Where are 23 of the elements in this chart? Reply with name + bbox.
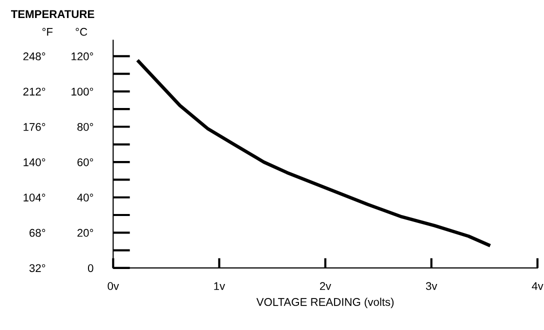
x-tick-label: 2v	[320, 282, 332, 290]
y2-tick-label: 140°	[24, 158, 46, 166]
y-tick-label: 80°	[77, 123, 94, 131]
y2-tick-label: 68°	[30, 228, 46, 237]
y-tick-label: 120°	[72, 52, 94, 60]
x-tick-label: 0v	[108, 282, 119, 290]
y-tick-label: 40°	[77, 194, 94, 202]
y2-tick-label: 104°	[24, 194, 46, 202]
x-tick-label: 4v	[532, 282, 544, 290]
y-tick-label: 60°	[77, 158, 94, 166]
x-axis-title: VOLTAGE READING (volts)	[256, 298, 394, 308]
y2-axis-title: °F	[42, 28, 53, 36]
x-tick-label: 3v	[426, 282, 438, 290]
y2-tick-label: 212°	[23, 88, 46, 96]
x-tick-label: 1v	[214, 282, 226, 290]
y-tick-label: 100°	[72, 88, 94, 96]
y2-tick-label: 176°	[24, 123, 46, 131]
y2-tick-label: 32°	[29, 264, 46, 272]
y2-tick-label: 248°	[23, 52, 46, 60]
y-tick-label: 20°	[77, 228, 94, 237]
y-tick-label: 0	[88, 264, 94, 272]
y-axis-title: °C	[76, 28, 88, 36]
chart-title: TEMPERATURE	[11, 10, 94, 18]
